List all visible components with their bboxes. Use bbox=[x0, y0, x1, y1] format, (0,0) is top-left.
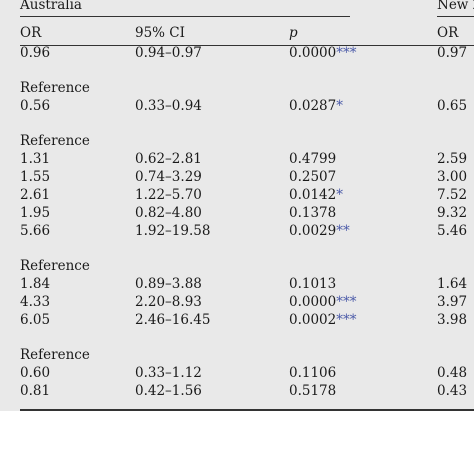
significance-marker: * bbox=[336, 187, 343, 203]
cell-p: 0.1013 bbox=[289, 276, 337, 292]
cell-or: 2.61 bbox=[20, 187, 51, 203]
cell-or: 4.33 bbox=[20, 294, 51, 310]
cell-p: 0.0002*** bbox=[289, 312, 357, 328]
significance-marker: *** bbox=[336, 294, 357, 310]
cell-or-right: 0.97 bbox=[437, 45, 468, 61]
cell-or: 1.31 bbox=[20, 151, 51, 167]
header-rule bbox=[20, 45, 474, 46]
cell-or: 1.55 bbox=[20, 169, 51, 185]
p-value: 0.0029 bbox=[289, 223, 337, 239]
cell-ci: 1.92–19.58 bbox=[135, 223, 211, 239]
reference-label: Reference bbox=[20, 80, 90, 96]
cell-or-right: 5.46 bbox=[437, 223, 468, 239]
significance-marker: ** bbox=[336, 223, 350, 239]
p-value: 0.0000 bbox=[289, 45, 337, 61]
cell-or: 0.81 bbox=[20, 383, 51, 399]
reference-label: Reference bbox=[20, 258, 90, 274]
cell-ci: 0.33–1.12 bbox=[135, 365, 202, 381]
cell-ci: 0.74–3.29 bbox=[135, 169, 202, 185]
cell-ci: 0.33–0.94 bbox=[135, 98, 202, 114]
cell-or-right: 2.59 bbox=[437, 151, 468, 167]
cell-p: 0.0142* bbox=[289, 187, 343, 203]
p-value: 0.0000 bbox=[289, 294, 337, 310]
table-panel: Australia New Z OR 95% CI p OR 0.96 0.94–… bbox=[0, 0, 474, 411]
cell-or: 1.84 bbox=[20, 276, 51, 292]
cell-or-right: 0.43 bbox=[437, 383, 468, 399]
column-header-ci: 95% CI bbox=[135, 25, 185, 41]
column-header-or-right: OR bbox=[437, 25, 459, 41]
significance-marker: * bbox=[336, 98, 343, 114]
bottom-rule bbox=[20, 409, 474, 411]
significance-marker: *** bbox=[336, 312, 357, 328]
cell-or-right: 7.52 bbox=[437, 187, 468, 203]
cell-ci: 2.20–8.93 bbox=[135, 294, 202, 310]
p-value: 0.0287 bbox=[289, 98, 337, 114]
cell-ci: 2.46–16.45 bbox=[135, 312, 211, 328]
group-header-australia: Australia bbox=[20, 0, 82, 13]
p-value: 0.0142 bbox=[289, 187, 337, 203]
cell-ci: 0.42–1.56 bbox=[135, 383, 202, 399]
cell-p: 0.1378 bbox=[289, 205, 337, 221]
cell-or: 1.95 bbox=[20, 205, 51, 221]
cell-p: 0.0000*** bbox=[289, 294, 357, 310]
column-header-or: OR bbox=[20, 25, 42, 41]
p-value: 0.0002 bbox=[289, 312, 337, 328]
cell-or: 0.56 bbox=[20, 98, 51, 114]
cell-or-right: 9.32 bbox=[437, 205, 468, 221]
cell-or: 0.96 bbox=[20, 45, 51, 61]
cell-p: 0.0287* bbox=[289, 98, 343, 114]
column-header-p: p bbox=[289, 25, 298, 41]
cell-p: 0.2507 bbox=[289, 169, 337, 185]
cell-or-right: 0.65 bbox=[437, 98, 468, 114]
cell-or-right: 0.48 bbox=[437, 365, 468, 381]
cell-ci: 0.82–4.80 bbox=[135, 205, 202, 221]
cell-ci: 0.89–3.88 bbox=[135, 276, 202, 292]
cell-or: 6.05 bbox=[20, 312, 51, 328]
cell-or: 5.66 bbox=[20, 223, 51, 239]
cell-or-right: 3.98 bbox=[437, 312, 468, 328]
group-header-new-zealand: New Z bbox=[437, 0, 474, 13]
cell-or-right: 3.00 bbox=[437, 169, 468, 185]
reference-label: Reference bbox=[20, 347, 90, 363]
cell-ci: 0.62–2.81 bbox=[135, 151, 202, 167]
group-rule-new-zealand bbox=[437, 16, 474, 17]
significance-marker: *** bbox=[336, 45, 357, 61]
cell-p: 0.4799 bbox=[289, 151, 337, 167]
cell-ci: 1.22–5.70 bbox=[135, 187, 202, 203]
cell-p: 0.0029** bbox=[289, 223, 350, 239]
reference-label: Reference bbox=[20, 133, 90, 149]
cell-or: 0.60 bbox=[20, 365, 51, 381]
cell-p: 0.0000*** bbox=[289, 45, 357, 61]
cell-p: 0.5178 bbox=[289, 383, 337, 399]
cell-p: 0.1106 bbox=[289, 365, 337, 381]
cell-ci: 0.94–0.97 bbox=[135, 45, 202, 61]
cell-or-right: 1.64 bbox=[437, 276, 468, 292]
group-rule-australia bbox=[20, 16, 350, 17]
cell-or-right: 3.97 bbox=[437, 294, 468, 310]
